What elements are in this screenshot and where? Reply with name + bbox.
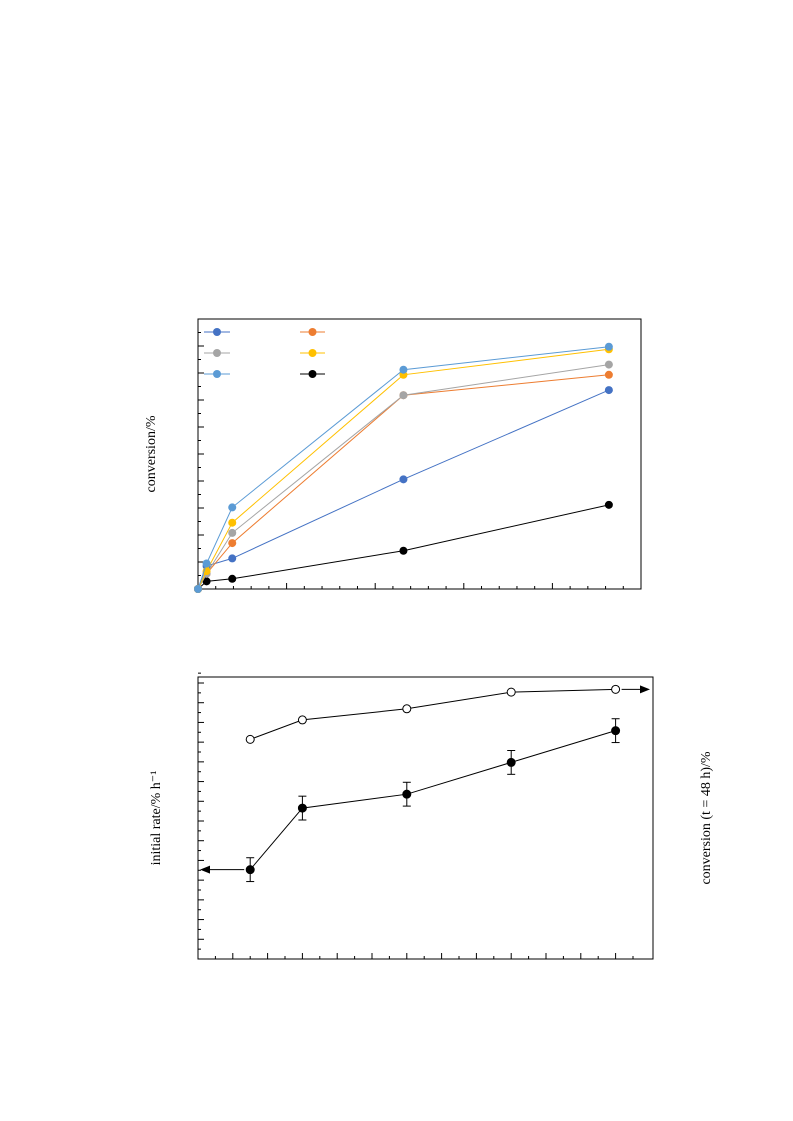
data-point-1 <box>604 500 613 509</box>
data-point-1 <box>604 360 613 369</box>
y2-axis-label-2: conversion (t = 48 h)/% <box>699 751 714 884</box>
data-point-filled <box>245 865 255 875</box>
data-point-1 <box>604 370 613 379</box>
tick-marks-2 <box>197 672 634 960</box>
tick-marks-1 <box>197 318 642 590</box>
data-point-open <box>506 687 516 697</box>
series-line-2 <box>250 688 616 740</box>
data-point-1 <box>399 546 408 555</box>
data-point-1 <box>228 503 237 512</box>
series-line-2 <box>249 730 616 870</box>
series-line-1 <box>197 389 610 590</box>
data-point-open <box>245 734 255 744</box>
data-point-1 <box>399 475 408 484</box>
plot-frame-2 <box>197 676 654 960</box>
data-point-filled <box>402 789 412 799</box>
data-point-filled <box>297 803 307 813</box>
y-axis-label-1: conversion/% <box>144 415 159 492</box>
data-point-1 <box>194 585 202 593</box>
data-point-open <box>611 684 621 694</box>
data-point-open <box>297 715 307 725</box>
legend-marker <box>213 370 221 378</box>
data-point-filled <box>611 726 621 736</box>
chart-conversion: conversion/% <box>144 318 642 593</box>
left-arrowhead <box>200 865 210 874</box>
data-point-1 <box>202 577 211 586</box>
legend-marker <box>213 349 221 357</box>
data-point-filled <box>506 757 516 767</box>
data-point-1 <box>228 574 237 583</box>
data-point-1 <box>228 518 237 527</box>
y-axis-label-2: initial rate/% h⁻¹ <box>149 771 164 866</box>
legend-marker <box>308 349 317 357</box>
data-point-1 <box>604 386 613 395</box>
data-point-1 <box>604 342 613 351</box>
right-arrowhead <box>640 685 650 694</box>
data-point-1 <box>202 559 211 568</box>
data-point-1 <box>228 539 237 548</box>
legend-marker <box>308 370 317 378</box>
data-point-1 <box>228 528 237 537</box>
data-point-1 <box>399 365 408 374</box>
data-point-open <box>402 704 412 714</box>
legend-marker <box>308 328 317 336</box>
data-point-1 <box>399 391 408 400</box>
series-group-2 <box>200 684 650 883</box>
data-point-1 <box>228 554 237 563</box>
plot-frame-1 <box>197 318 642 590</box>
chart-rate: initial rate/% h⁻¹ conversion (t = 48 h)… <box>149 672 714 960</box>
legend-marker <box>213 328 221 336</box>
series-group-1 <box>194 342 613 593</box>
legend-1 <box>204 328 325 378</box>
